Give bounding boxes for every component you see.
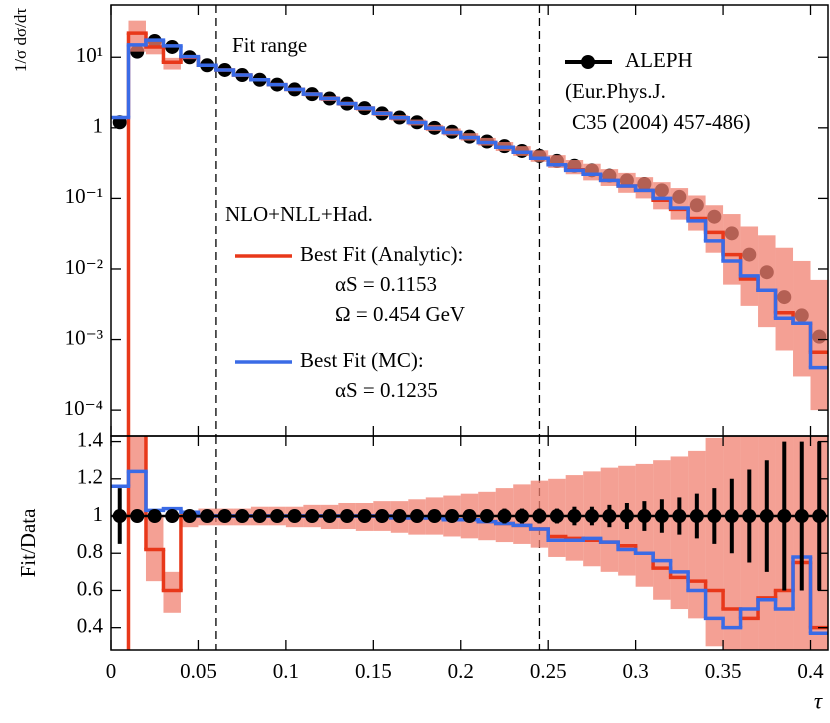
x-tick-label: 0.2: [448, 659, 474, 683]
overlay: 10¹ 1 10⁻¹ 10⁻² 10⁻³ 10⁻⁴ 1/σ dσ/dτ 1.4 1.2 1 0.8 0…: [11, 4, 829, 713]
legend-marker: [581, 55, 595, 69]
data-point: [462, 509, 477, 524]
y-tick-label: 0.8: [77, 539, 103, 563]
legend-label: ALEPH: [625, 48, 693, 72]
legend-label: Best Fit (Analytic):: [300, 242, 463, 266]
y-tick-label: 1.2: [77, 465, 103, 489]
uncertainty-band: [163, 571, 181, 613]
data-point: [165, 509, 180, 524]
uncertainty-band: [530, 150, 549, 162]
uncertainty-band: [740, 226, 759, 306]
y-tick-label: 1.4: [77, 427, 104, 451]
data-point: [759, 509, 774, 524]
data-point: [549, 509, 564, 524]
ratio-plot: [111, 436, 828, 650]
y-tick-label: 10⁻¹: [65, 184, 103, 208]
y-tick-label: 10⁻⁴: [64, 396, 103, 420]
y-tick-label: 1: [93, 502, 104, 526]
uncertainty-band: [565, 160, 584, 175]
data-point: [445, 509, 460, 524]
data-point: [777, 509, 792, 524]
data-point: [602, 509, 617, 524]
parameter-label: Ω = 0.454 GeV: [335, 302, 465, 326]
data-point: [724, 509, 739, 524]
data-point: [584, 509, 599, 524]
data-point: [287, 509, 302, 524]
reference-label: (Eur.Phys.J.: [565, 79, 666, 103]
top-plot: [111, 5, 828, 436]
data-point: [672, 509, 687, 524]
data-point: [567, 509, 582, 524]
data-point: [532, 509, 547, 524]
data-point: [375, 509, 390, 524]
y-tick-label: 10⁻³: [65, 325, 103, 349]
data-point: [427, 509, 442, 524]
uncertainty-band: [688, 195, 706, 231]
x-tick-label: 0.1: [273, 659, 299, 683]
uncertainty-band: [705, 205, 724, 253]
data-point: [130, 509, 145, 524]
x-tick-label: 0.05: [180, 659, 217, 683]
data-point: [200, 509, 215, 524]
x-tick-label: 0.35: [705, 659, 742, 683]
data-point: [689, 509, 704, 524]
uncertainty-band: [775, 247, 794, 351]
parameter-label: αS = 0.1153: [335, 272, 437, 296]
data-point: [742, 509, 757, 524]
plot-frame: [110, 435, 829, 651]
y-axis-label: 1/σ dσ/dτ: [11, 8, 30, 73]
uncertainty-band: [635, 177, 654, 199]
x-axis-label: τ: [814, 688, 823, 713]
uncertainty-band: [810, 279, 828, 411]
data-point: [340, 509, 355, 524]
uncertainty-band: [618, 172, 636, 193]
data-point: [514, 509, 529, 524]
data-point: [182, 509, 197, 524]
data-point: [357, 509, 372, 524]
reference-label: C35 (2004) 457-486): [572, 110, 750, 134]
x-tick-label: 0.3: [623, 659, 649, 683]
x-tick-label: 0.25: [530, 659, 567, 683]
uncertainty-band: [670, 188, 689, 220]
data-point: [794, 509, 809, 524]
data-point: [619, 509, 634, 524]
uncertainty-band: [758, 235, 776, 328]
x-tick-label: 0.4: [797, 659, 824, 683]
data-point: [322, 509, 337, 524]
legend-label: Best Fit (MC):: [300, 348, 424, 372]
data-point: [497, 509, 512, 524]
y-tick-label: 1: [93, 114, 104, 138]
uncertainty-band: [653, 182, 671, 210]
y-tick-label: 0.6: [77, 576, 103, 600]
data-point: [410, 509, 425, 524]
y-tick-label: 10⁻²: [65, 255, 103, 279]
uncertainty-band: [128, 20, 146, 52]
data-point: [479, 509, 494, 524]
data-point: [707, 509, 722, 524]
x-tick-label: 0: [106, 659, 117, 683]
uncertainty-band: [583, 163, 601, 181]
data-point: [392, 509, 407, 524]
uncertainty-band: [600, 169, 619, 186]
uncertainty-band: [793, 260, 811, 377]
uncertainty-band: [128, 436, 146, 517]
data-point: [147, 509, 162, 524]
data-point: [235, 509, 250, 524]
fit-range-label: Fit range: [232, 33, 307, 57]
x-tick-label: 0.15: [355, 659, 392, 683]
data-point: [305, 509, 320, 524]
data-point: [217, 509, 232, 524]
data-point: [654, 509, 669, 524]
y-axis-label: Fit/Data: [16, 508, 40, 578]
model-label: NLO+NLL+Had.: [225, 202, 373, 226]
data-point: [637, 509, 652, 524]
y-tick-label: 10¹: [76, 43, 103, 67]
data-point: [270, 509, 285, 524]
parameter-label: αS = 0.1235: [335, 378, 438, 402]
y-tick-label: 0.4: [77, 613, 104, 637]
data-point: [252, 509, 267, 524]
uncertainty-band: [723, 214, 741, 285]
